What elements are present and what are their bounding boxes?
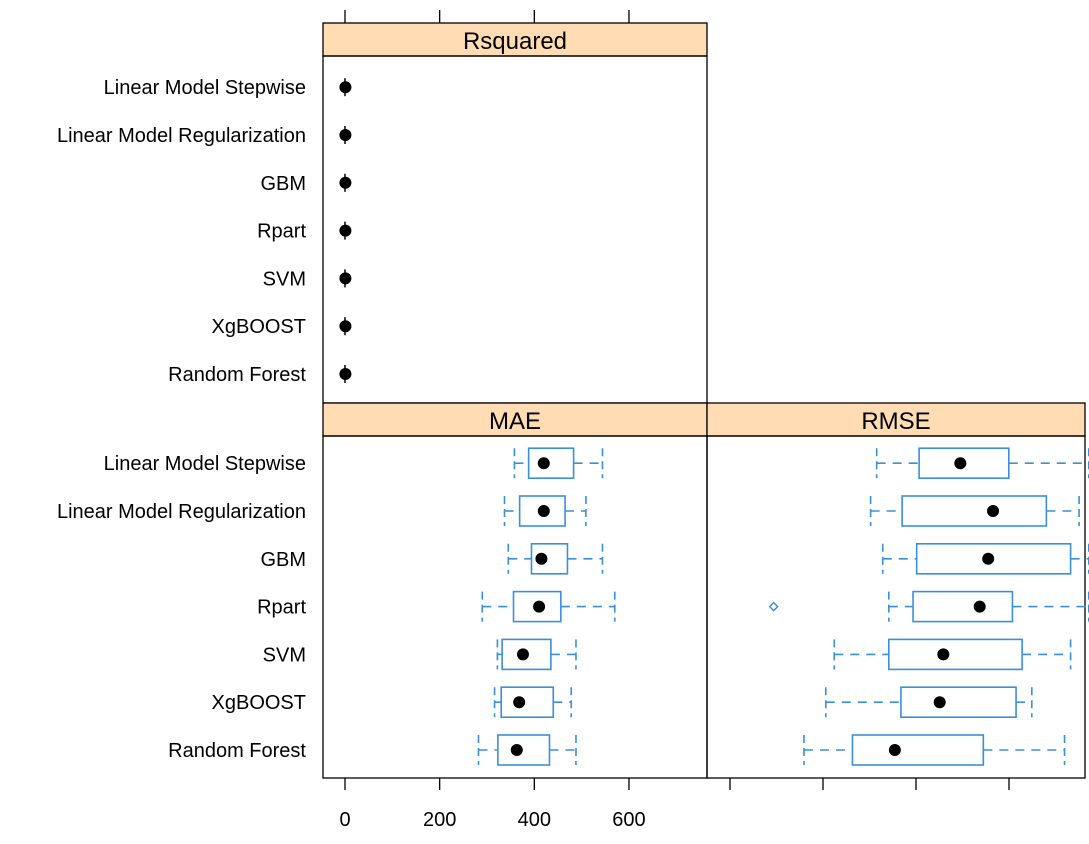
rmse-linear-model-regularization-median-dot	[987, 505, 1000, 517]
rsquared-linear-model-stepwise-median-dot	[339, 81, 352, 94]
mae-gbm-median-dot	[535, 552, 548, 565]
rmse-linear-model-regularization-box	[901, 495, 1048, 527]
label-top-linear-model-regularization: Linear Model Regularization	[57, 125, 306, 147]
panel-rsquared	[322, 55, 708, 404]
tick-label-200: 200	[423, 809, 456, 831]
mae-linear-model-stepwise-median-dot	[537, 457, 550, 470]
mae-random-forest-box	[497, 734, 551, 766]
label-top-random-forest: Random Forest	[168, 364, 306, 386]
rsquared-rpart-median-dot	[339, 224, 352, 237]
label-bottom-linear-model-stepwise: Linear Model Stepwise	[104, 453, 306, 475]
rsquared-svm-median-dot	[339, 272, 352, 285]
mae-linear-model-regularization-median-dot	[537, 505, 550, 517]
label-bottom-linear-model-regularization: Linear Model Regularization	[57, 501, 306, 523]
tick-label-0: 0	[339, 809, 350, 831]
mae-linear-model-stepwise-box	[527, 447, 575, 480]
rmse-random-forest-box	[851, 734, 985, 766]
strip-label-mae: MAE	[489, 408, 541, 435]
label-bottom-rpart: Rpart	[257, 597, 306, 619]
strip-label-rsquared: Rsquared	[463, 28, 567, 55]
rsquared-marks	[339, 78, 352, 383]
rmse-marks	[768, 447, 1089, 766]
rmse-linear-model-stepwise-median-dot	[954, 457, 967, 470]
mae-random-forest-median-dot	[510, 744, 523, 756]
mae-rpart-median-dot	[533, 600, 546, 613]
tick-label-400: 400	[518, 809, 551, 831]
mae-marks	[477, 447, 616, 766]
strip-label-rmse: RMSE	[861, 408, 930, 435]
label-top-svm: SVM	[263, 268, 306, 290]
label-bottom-random-forest: Random Forest	[168, 740, 306, 762]
rmse-xgboost-box	[900, 686, 1017, 719]
rmse-random-forest-median-dot	[888, 744, 901, 756]
rmse-rpart-median-dot	[973, 600, 986, 613]
label-bottom-svm: SVM	[263, 644, 306, 666]
rsquared-xgboost-median-dot	[339, 320, 352, 333]
rmse-rpart-box	[912, 590, 1014, 623]
category-labels: Random Forest Random Forest XgBOOST XgBOOST…	[57, 77, 306, 762]
rmse-gbm-median-dot	[982, 552, 995, 565]
rsquared-linear-model-regularization-median-dot	[339, 129, 352, 141]
tick-label-600: 600	[612, 809, 645, 831]
label-top-gbm: GBM	[260, 173, 306, 195]
label-top-linear-model-stepwise: Linear Model Stepwise	[104, 77, 306, 99]
label-top-rpart: Rpart	[257, 221, 306, 243]
rmse-xgboost-median-dot	[933, 696, 946, 709]
rmse-svm-median-dot	[937, 648, 950, 661]
label-bottom-xgboost: XgBOOST	[212, 692, 306, 714]
label-bottom-gbm: GBM	[260, 549, 306, 571]
mae-xgboost-median-dot	[513, 696, 526, 709]
strip-mae	[322, 402, 708, 437]
strip-rmse	[706, 402, 1086, 437]
mae-svm-median-dot	[516, 648, 529, 661]
label-top-xgboost: XgBOOST	[212, 316, 306, 338]
rmse-svm-box	[887, 638, 1023, 671]
rmse-rpart-outlier-0	[768, 601, 779, 612]
axis-ticks: 0 200 400 600	[339, 10, 1010, 831]
rsquared-random-forest-median-dot	[339, 368, 352, 380]
strip-rsquared	[322, 22, 708, 57]
mae-xgboost-box	[500, 686, 555, 719]
rsquared-gbm-median-dot	[339, 176, 352, 189]
